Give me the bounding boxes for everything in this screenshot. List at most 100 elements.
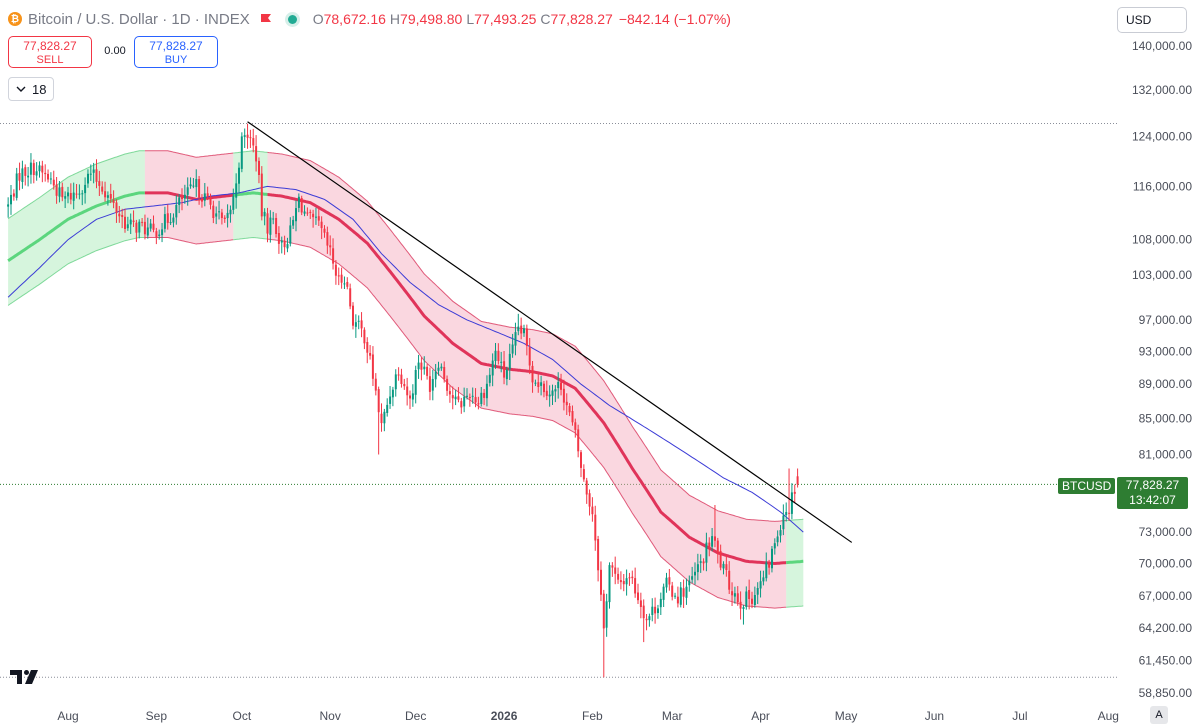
candle-body — [605, 601, 608, 628]
candle-body — [172, 217, 175, 223]
close-value: 77,828.27 — [550, 11, 613, 27]
candle-body — [92, 169, 95, 173]
symbol-title[interactable]: Bitcoin / U.S. Dollar · 1D · INDEX — [28, 10, 250, 28]
candle-body — [753, 595, 756, 605]
candle-body — [280, 240, 283, 243]
candle-body — [440, 366, 443, 369]
candle-body — [215, 213, 218, 217]
candle-body — [560, 382, 562, 390]
candle-body — [337, 275, 340, 277]
sell-button[interactable]: 77,828.27 SELL — [8, 36, 92, 68]
candle-body — [283, 240, 286, 248]
candle-body — [141, 221, 144, 223]
flag-icon[interactable] — [260, 13, 272, 25]
band-midline — [267, 193, 787, 566]
y-tick-label: 73,000.00 — [1139, 525, 1193, 539]
candle-body — [591, 506, 594, 515]
candle-body — [195, 179, 198, 188]
high-label: H — [389, 11, 401, 27]
candle-body — [377, 389, 380, 413]
y-tick-label: 58,850.00 — [1139, 686, 1193, 700]
band-lower-edge — [7, 237, 145, 306]
candle-body — [64, 196, 67, 199]
candle-body — [240, 136, 243, 169]
y-tick-label: 81,000.00 — [1139, 448, 1193, 462]
candle-body — [505, 369, 508, 380]
y-axis: 140,000.00 132,000.00 124,000.00 116,000.00… — [1132, 39, 1192, 700]
low-value: 77,493.25 — [474, 11, 537, 27]
candle-body — [622, 581, 625, 585]
candle-body — [69, 193, 72, 200]
candle-body — [81, 193, 84, 195]
candle-body — [275, 218, 278, 234]
candle-body — [289, 225, 292, 244]
candle-body — [568, 406, 571, 413]
candle-body — [517, 326, 520, 332]
indicator-toggle[interactable]: 18 — [8, 77, 55, 101]
candle-body — [126, 224, 129, 229]
candle-body — [155, 231, 158, 238]
band-upper-edge — [233, 150, 268, 154]
candle-body — [374, 378, 377, 391]
candle-body — [614, 567, 617, 574]
candle-body — [198, 179, 201, 198]
candle-body — [688, 580, 691, 586]
currency-select[interactable]: USD — [1117, 7, 1187, 33]
candle-body — [751, 598, 753, 604]
candle-body — [480, 392, 483, 404]
candle-body — [98, 181, 101, 186]
candle-body — [121, 215, 124, 217]
candle-body — [625, 578, 628, 585]
candle-body — [38, 165, 41, 172]
candle-body — [719, 550, 722, 568]
candle-body — [423, 366, 426, 370]
candle-body — [166, 213, 169, 223]
candle-body — [260, 173, 263, 217]
candle-body — [41, 165, 44, 173]
buy-button[interactable]: 77,828.27 BUY — [134, 36, 218, 68]
candle-body — [771, 548, 773, 569]
y-tick-label: 140,000.00 — [1132, 39, 1192, 53]
candle-body — [357, 320, 360, 322]
trendline — [247, 121, 853, 543]
candle-body — [731, 591, 734, 596]
x-tick-label: Mar — [662, 709, 683, 723]
candle-body — [269, 217, 272, 235]
candle-body — [691, 576, 694, 580]
candle-body — [600, 569, 602, 595]
candle-body — [665, 577, 668, 588]
band-bear-segment — [267, 152, 787, 609]
candle-body — [634, 578, 637, 594]
candle-body — [178, 197, 181, 205]
candle-body — [49, 178, 52, 180]
candle-body — [89, 173, 92, 175]
candle-body — [793, 491, 796, 494]
candle-body — [451, 395, 454, 399]
candle-body — [659, 598, 662, 608]
candle-body — [454, 396, 457, 400]
candle-body — [739, 601, 742, 609]
candle-body — [32, 163, 35, 175]
candle-body — [27, 175, 30, 178]
candle-body — [317, 216, 320, 221]
candle-body — [551, 390, 554, 396]
auto-scale-button[interactable]: A — [1150, 706, 1168, 724]
price-tag-value: 77,828.27 — [1125, 478, 1180, 492]
candle-body — [668, 577, 671, 585]
candle-body — [403, 384, 406, 387]
tradingview-logo-icon[interactable] — [10, 668, 42, 686]
candle-body — [523, 328, 525, 334]
candle-body — [212, 205, 215, 218]
y-tick-label: 61,450.00 — [1139, 654, 1193, 668]
candle-body — [508, 353, 511, 370]
candle-body — [326, 232, 329, 246]
candle-body — [463, 396, 466, 407]
candle-body — [520, 325, 523, 334]
candle-body — [169, 222, 172, 224]
spread-value: 0.00 — [104, 45, 126, 57]
candle-body — [192, 185, 195, 187]
candle-body — [736, 593, 739, 603]
bitcoin-icon: ₿ — [8, 12, 22, 26]
candle-body — [189, 184, 192, 187]
